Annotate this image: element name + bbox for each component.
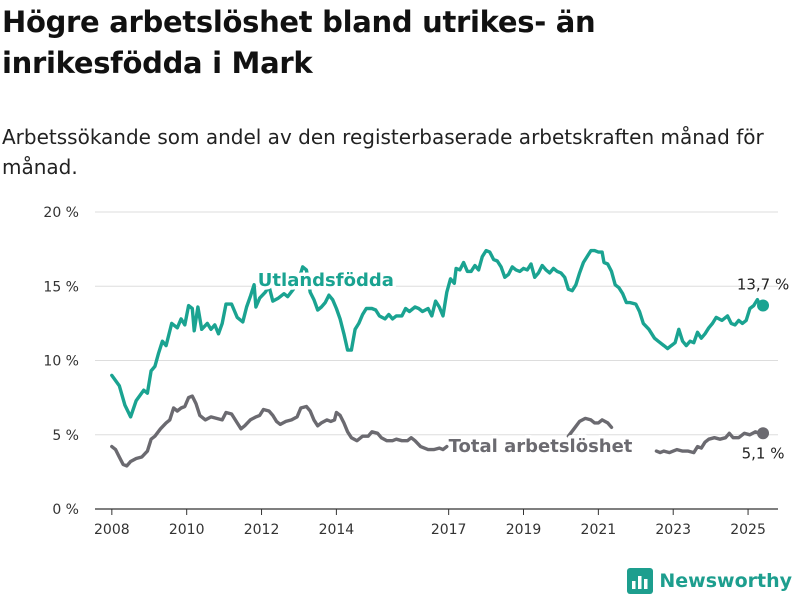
x-tick-label: 2008: [94, 522, 130, 538]
y-tick-label: 15 %: [43, 279, 79, 295]
series-line: [110, 248, 765, 419]
newsworthy-logo: Newsworthy: [627, 568, 792, 594]
series-line: [654, 430, 765, 455]
x-tick-label: 2019: [506, 522, 542, 538]
end-value-label: 13,7 %: [737, 276, 789, 294]
series-line: [566, 416, 614, 438]
end-point-marker: [757, 299, 770, 312]
end-value-label: 5,1 %: [742, 444, 785, 462]
y-tick-label: 20 %: [43, 205, 79, 221]
x-tick-label: 2023: [655, 522, 691, 538]
series-labels: Utlandsfödda Total arbetslöshet 13,7 % 5,1 …: [254, 266, 789, 462]
series-lines: [110, 248, 770, 468]
x-tick-label: 2025: [730, 522, 766, 538]
series-name-label: Total arbetslöshet: [449, 436, 633, 457]
x-axis: 2008 2010 2012 2014 2017 2019 2021 2023 2025: [94, 509, 766, 538]
x-tick-label: 2017: [431, 522, 467, 538]
series-line: [110, 394, 449, 468]
chart-title: Högre arbetslöshet bland utrikes- än inr…: [2, 5, 596, 80]
x-tick-label: 2012: [244, 522, 280, 538]
gridlines: [95, 211, 778, 510]
x-tick-label: 2010: [169, 522, 205, 538]
y-axis: 0 % 5 % 10 % 15 % 20 %: [43, 205, 79, 518]
y-tick-label: 10 %: [43, 354, 79, 370]
series-name-label: Utlandsfödda: [258, 270, 394, 291]
x-tick-label: 2021: [581, 522, 617, 538]
y-tick-label: 5 %: [52, 428, 79, 444]
brand-name: Newsworthy: [659, 570, 792, 592]
end-point-marker: [757, 427, 770, 440]
y-tick-label: 0 %: [52, 502, 79, 518]
newsworthy-icon: [627, 568, 654, 594]
x-tick-label: 2014: [319, 522, 355, 538]
chart-subtitle: Arbetssökande som andel av den registerb…: [2, 125, 764, 179]
